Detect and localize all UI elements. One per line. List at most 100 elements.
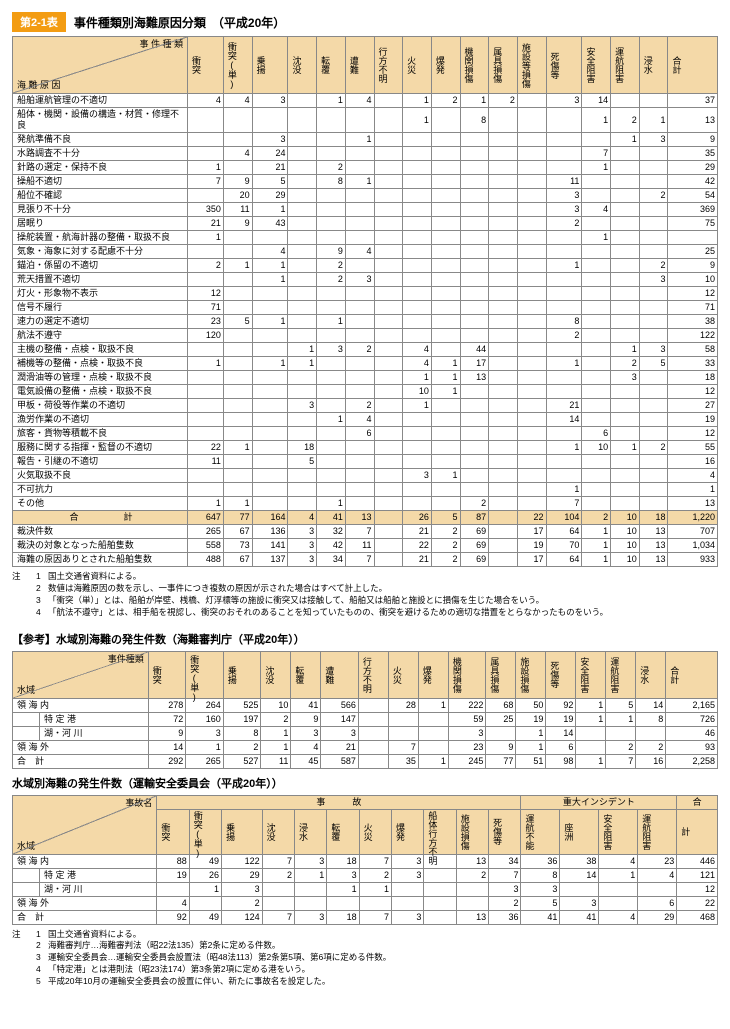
cell: 9 bbox=[668, 259, 718, 273]
cell: 6 bbox=[345, 427, 374, 441]
cell: 22 bbox=[188, 441, 224, 455]
cell: 44 bbox=[460, 343, 489, 357]
cell: 4 bbox=[582, 203, 611, 217]
cell bbox=[252, 329, 288, 343]
data-row: 針路の選定・保持不良1212129 bbox=[13, 161, 718, 175]
cell bbox=[345, 217, 374, 231]
cell bbox=[460, 231, 489, 245]
cell bbox=[288, 175, 317, 189]
cell bbox=[546, 147, 582, 161]
diag-header: 事 件 種 類海 難 原 因 bbox=[13, 37, 188, 94]
cell: 265 bbox=[188, 525, 224, 539]
cell: 147 bbox=[321, 712, 359, 726]
cell: 1 bbox=[288, 343, 317, 357]
col-header: 乗揚 bbox=[252, 37, 288, 94]
cell bbox=[489, 217, 518, 231]
cell bbox=[288, 371, 317, 385]
cell bbox=[374, 245, 403, 259]
note-line: 3「衝突（単）」とは、船舶が岸壁、桟橋、灯浮標等の施設に衝突又は接触して、船舶又… bbox=[12, 595, 718, 607]
col-header: 機関損傷 bbox=[448, 651, 486, 698]
cell bbox=[188, 273, 224, 287]
group-header: 重大インシデント bbox=[521, 795, 677, 809]
cell bbox=[403, 427, 432, 441]
cell: 278 bbox=[148, 698, 186, 712]
cell bbox=[288, 108, 317, 133]
cell bbox=[252, 483, 288, 497]
cell bbox=[223, 245, 252, 259]
cell: 69 bbox=[460, 525, 489, 539]
cell: 2 bbox=[546, 217, 582, 231]
cell bbox=[636, 726, 666, 740]
cell: 1 bbox=[288, 357, 317, 371]
cell: 5 bbox=[606, 698, 636, 712]
diag-header: 事件種類水域 bbox=[13, 651, 149, 698]
data-row: 特 定 港192629213232781414121 bbox=[13, 868, 718, 882]
cell: 12 bbox=[668, 287, 718, 301]
cell: 28 bbox=[388, 698, 418, 712]
cell: 17 bbox=[460, 357, 489, 371]
col-header: 衝突(単) bbox=[189, 809, 221, 854]
cell: 25 bbox=[668, 245, 718, 259]
cell: 3 bbox=[321, 726, 359, 740]
cell: 9 bbox=[223, 217, 252, 231]
data-row: 見張り不十分35011134369 bbox=[13, 203, 718, 217]
row-label: 報告・引継の不適切 bbox=[13, 455, 188, 469]
cell: 3 bbox=[317, 343, 346, 357]
cell bbox=[546, 301, 582, 315]
cell bbox=[403, 231, 432, 245]
cell bbox=[317, 329, 346, 343]
cell: 10 bbox=[668, 273, 718, 287]
cell: 92 bbox=[546, 698, 576, 712]
cell bbox=[489, 161, 518, 175]
cell bbox=[223, 427, 252, 441]
cell: 14 bbox=[560, 868, 599, 882]
cell bbox=[252, 287, 288, 301]
cell bbox=[223, 301, 252, 315]
cell bbox=[611, 483, 640, 497]
cell bbox=[403, 203, 432, 217]
cell: 1 bbox=[431, 371, 460, 385]
cell: 1 bbox=[403, 108, 432, 133]
cell bbox=[374, 469, 403, 483]
row-label: 針路の選定・保持不良 bbox=[13, 161, 188, 175]
cell: 17 bbox=[517, 553, 546, 567]
cell: 22 bbox=[517, 511, 546, 525]
cell bbox=[582, 245, 611, 259]
cell bbox=[403, 245, 432, 259]
cell: 11 bbox=[188, 455, 224, 469]
cell: 1 bbox=[188, 231, 224, 245]
cell: 8 bbox=[546, 315, 582, 329]
data-row: 領 海 内278264525104156628122268509215142,1… bbox=[13, 698, 718, 712]
cell bbox=[582, 133, 611, 147]
cell bbox=[606, 726, 636, 740]
cell: 4 bbox=[599, 910, 638, 924]
cell bbox=[489, 133, 518, 147]
cell: 1 bbox=[516, 740, 546, 754]
cell: 3 bbox=[288, 525, 317, 539]
cell bbox=[546, 108, 582, 133]
cell bbox=[223, 371, 252, 385]
cell bbox=[639, 329, 668, 343]
row-label: 海難の原因ありとされた船舶隻数 bbox=[13, 553, 188, 567]
cell: 104 bbox=[546, 511, 582, 525]
cell: 245 bbox=[448, 754, 486, 768]
cell bbox=[345, 385, 374, 399]
cell bbox=[188, 245, 224, 259]
cell: 1 bbox=[252, 203, 288, 217]
col-header: 行方不明 bbox=[374, 37, 403, 94]
col-header: 沈没 bbox=[262, 809, 294, 854]
cell bbox=[489, 287, 518, 301]
cell: 3 bbox=[288, 399, 317, 413]
cell: 24 bbox=[252, 147, 288, 161]
cell: 7 bbox=[188, 175, 224, 189]
cell: 7 bbox=[489, 868, 521, 882]
data-row: 気象・海象に対する配慮不十分49425 bbox=[13, 245, 718, 259]
cell: 70 bbox=[546, 539, 582, 553]
cell: 71 bbox=[188, 301, 224, 315]
table1: 事 件 種 類海 難 原 因衝突衝突(単)乗揚沈没転覆遭難行方不明火災爆発機関損… bbox=[12, 36, 718, 567]
cell bbox=[358, 726, 388, 740]
cell bbox=[460, 147, 489, 161]
cell: 1 bbox=[546, 483, 582, 497]
cell bbox=[582, 357, 611, 371]
cell: 124 bbox=[222, 910, 263, 924]
